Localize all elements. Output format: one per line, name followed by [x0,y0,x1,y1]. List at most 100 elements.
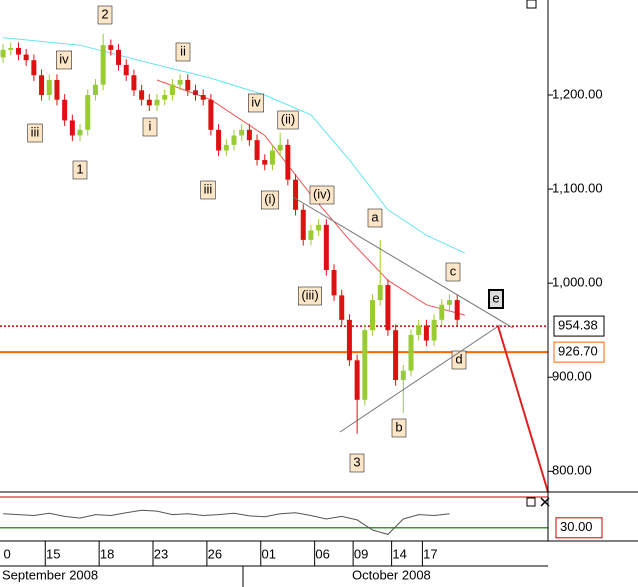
wave-label: c [450,263,457,278]
wave-label: iv [59,51,69,66]
price-level-box [553,315,605,337]
window-icon[interactable] [526,0,537,9]
candle-body [139,90,145,100]
candle-body [216,129,222,151]
x-tick-label: 15 [46,546,60,561]
candle-body [308,230,314,240]
trendline-lower [339,324,501,433]
candle-body [423,325,429,341]
oscillator-level-box [555,517,603,539]
x-tick-label: 18 [100,546,114,561]
candle-body [339,295,345,320]
x-tick-label: 09 [354,546,368,561]
wave-label-box [391,418,407,438]
candle-body [277,144,283,151]
candle-body [177,79,183,85]
month-label: October 2008 [352,567,431,582]
wave-label: b [395,419,402,434]
candle-body [385,285,391,331]
candle-body [0,49,6,58]
candle-body [316,224,322,231]
wave-label: iii [204,181,213,196]
wave-label-box [248,93,264,113]
wave-label: ii [180,43,186,58]
window-icon[interactable] [526,497,536,507]
candle-body [346,319,352,361]
wave-label-box [367,208,383,228]
candle-body [377,285,383,301]
candle-body [246,129,252,141]
wave-label: 2 [101,6,108,21]
y-tick-label: 1,200.00 [552,86,603,101]
candle-body [77,129,83,136]
candle-body [46,79,52,96]
candle-body [85,95,91,130]
candle-body [208,99,214,130]
wave-label-box [451,350,467,370]
candle-body [8,47,14,50]
candle-body [39,75,45,96]
y-tick-label: 900.00 [552,369,592,384]
candle-body [262,159,268,165]
candle-body [331,269,337,296]
oscillator-line [3,509,450,535]
candle-body [62,99,68,121]
x-tick-label: 23 [154,546,168,561]
wave-label: (ii) [281,111,295,126]
wave-label: a [371,209,379,224]
candle-body [154,99,160,106]
candle-body [285,144,291,180]
candle-body [300,209,306,240]
wave-label-box [260,190,280,210]
candle-body [362,330,368,400]
candle-body [239,129,245,136]
oscillator-level-label: 30.00 [560,519,593,534]
wave-label: iv [251,94,261,109]
x-tick-label: 01 [262,546,276,561]
candle-body [162,95,168,100]
wave-label-box [142,117,158,137]
candle-body [169,84,175,96]
wave-label-box [97,5,113,25]
plot-area: 800.00 900.00 1,000.00 1,100.00 1,200.00 0 15 1… [0,5,605,566]
candle-body [54,79,60,100]
wave-label: iii [31,124,40,139]
candle-body [200,95,206,100]
moving-average [156,79,466,316]
candle-body [69,120,75,136]
candle-body [108,45,114,50]
candle-body [146,99,152,106]
price-level-label: 954.38 [558,318,598,333]
wave-label-box [349,453,365,473]
candle-body [31,60,37,76]
wave-label: (iii) [301,287,318,302]
close-icon[interactable] [540,497,550,507]
wave-label-box [200,180,216,200]
wave-label-box [72,160,88,180]
candle-body [323,224,329,270]
candle-body [254,140,260,160]
price-level-label: 926.70 [558,344,598,359]
candle-body [223,144,229,151]
wave-label: (i) [264,191,276,206]
candle-body [23,54,29,61]
wave-label-box [298,286,322,306]
x-tick-label: 26 [208,546,222,561]
price-level-box [553,341,605,363]
wave-label-box [56,50,72,70]
candle-body [400,370,406,381]
candle-body [393,330,399,381]
candle-body [431,319,437,341]
wave-label-box [309,185,335,205]
candle-body [131,75,137,91]
projection-line [497,325,549,493]
candle-body [454,300,460,320]
candle-body [123,64,129,76]
wave-label-box [175,42,191,62]
wave-label: e [492,290,499,305]
candle-body [231,135,237,145]
candle-body [416,325,422,335]
wave-label: 1 [76,161,83,176]
y-tick-label: 1,100.00 [552,181,603,196]
